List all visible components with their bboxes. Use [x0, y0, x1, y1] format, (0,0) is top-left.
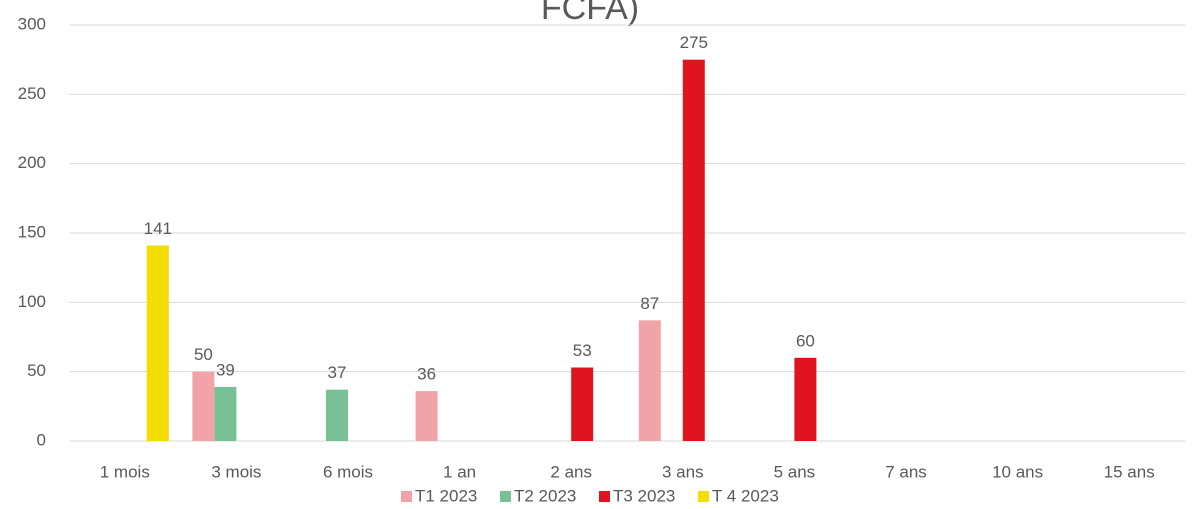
y-tick-label: 150 [18, 222, 46, 241]
x-tick-label: 2 ans [550, 462, 592, 481]
x-tick-label: 3 mois [211, 462, 261, 481]
x-tick-label: 1 mois [100, 462, 150, 481]
bar [682, 59, 705, 442]
legend-swatch [500, 491, 511, 502]
x-tick-label: 5 ans [774, 462, 816, 481]
data-label: 141 [144, 219, 172, 238]
x-tick-label: 3 ans [662, 462, 704, 481]
chart-title: FCFA) [541, 0, 639, 27]
x-tick-label: 10 ans [992, 462, 1043, 481]
data-label: 36 [417, 365, 436, 384]
legend-label: T1 2023 [415, 486, 477, 505]
bar [638, 320, 661, 441]
bar [794, 357, 817, 441]
data-label: 50 [194, 345, 213, 364]
legend-swatch [599, 491, 610, 502]
y-tick-label: 0 [37, 430, 46, 449]
legend-label: T3 2023 [613, 486, 675, 505]
bar [571, 367, 594, 441]
y-tick-label: 300 [18, 14, 46, 33]
bar [415, 391, 438, 441]
data-label: 53 [573, 341, 592, 360]
bar [146, 245, 169, 441]
bar [326, 389, 348, 441]
data-label: 39 [216, 360, 235, 379]
x-tick-label: 1 an [443, 462, 476, 481]
legend-swatch [698, 491, 709, 502]
y-tick-label: 50 [27, 361, 46, 380]
bar [214, 386, 237, 441]
data-label: 37 [328, 363, 347, 382]
legend-label: T2 2023 [514, 486, 576, 505]
x-tick-label: 6 mois [323, 462, 373, 481]
legend-swatch [401, 491, 412, 502]
data-label: 60 [796, 331, 815, 350]
x-tick-label: 7 ans [885, 462, 927, 481]
y-tick-label: 100 [18, 292, 46, 311]
y-tick-label: 200 [18, 153, 46, 172]
x-tick-label: 15 ans [1104, 462, 1155, 481]
bar [192, 371, 215, 441]
y-tick-label: 250 [18, 84, 46, 103]
legend-label: T 4 2023 [712, 486, 779, 505]
data-label: 87 [640, 294, 659, 313]
data-label: 275 [680, 33, 708, 52]
